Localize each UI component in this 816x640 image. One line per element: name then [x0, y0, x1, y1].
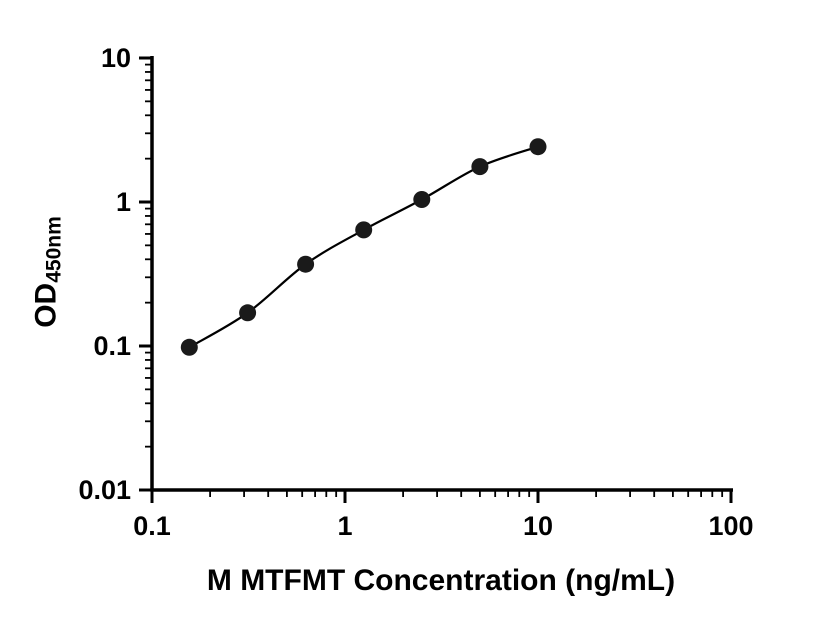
y-tick-label: 1 [116, 187, 131, 217]
data-point [180, 338, 198, 356]
data-point [297, 255, 315, 273]
y-tick-label: 0.1 [93, 331, 131, 361]
x-axis-title: M MTFMT Concentration (ng/mL) [206, 564, 676, 597]
data-point [471, 158, 489, 176]
data-point [413, 191, 431, 208]
y-axis-title-main: OD [29, 282, 63, 328]
x-tick-label: 1 [337, 511, 352, 541]
data-point [529, 138, 547, 156]
data-point [239, 304, 257, 322]
y-axis-title-subscript: 450nm [42, 216, 66, 283]
x-tick-label: 10 [523, 511, 553, 541]
data-point [355, 221, 373, 239]
x-tick-label: 0.1 [133, 511, 171, 541]
y-tick-label: 10 [101, 43, 131, 73]
y-tick-label: 0.01 [78, 475, 131, 505]
x-tick-label: 100 [708, 511, 753, 541]
y-axis-title: OD450nm [30, 216, 67, 328]
